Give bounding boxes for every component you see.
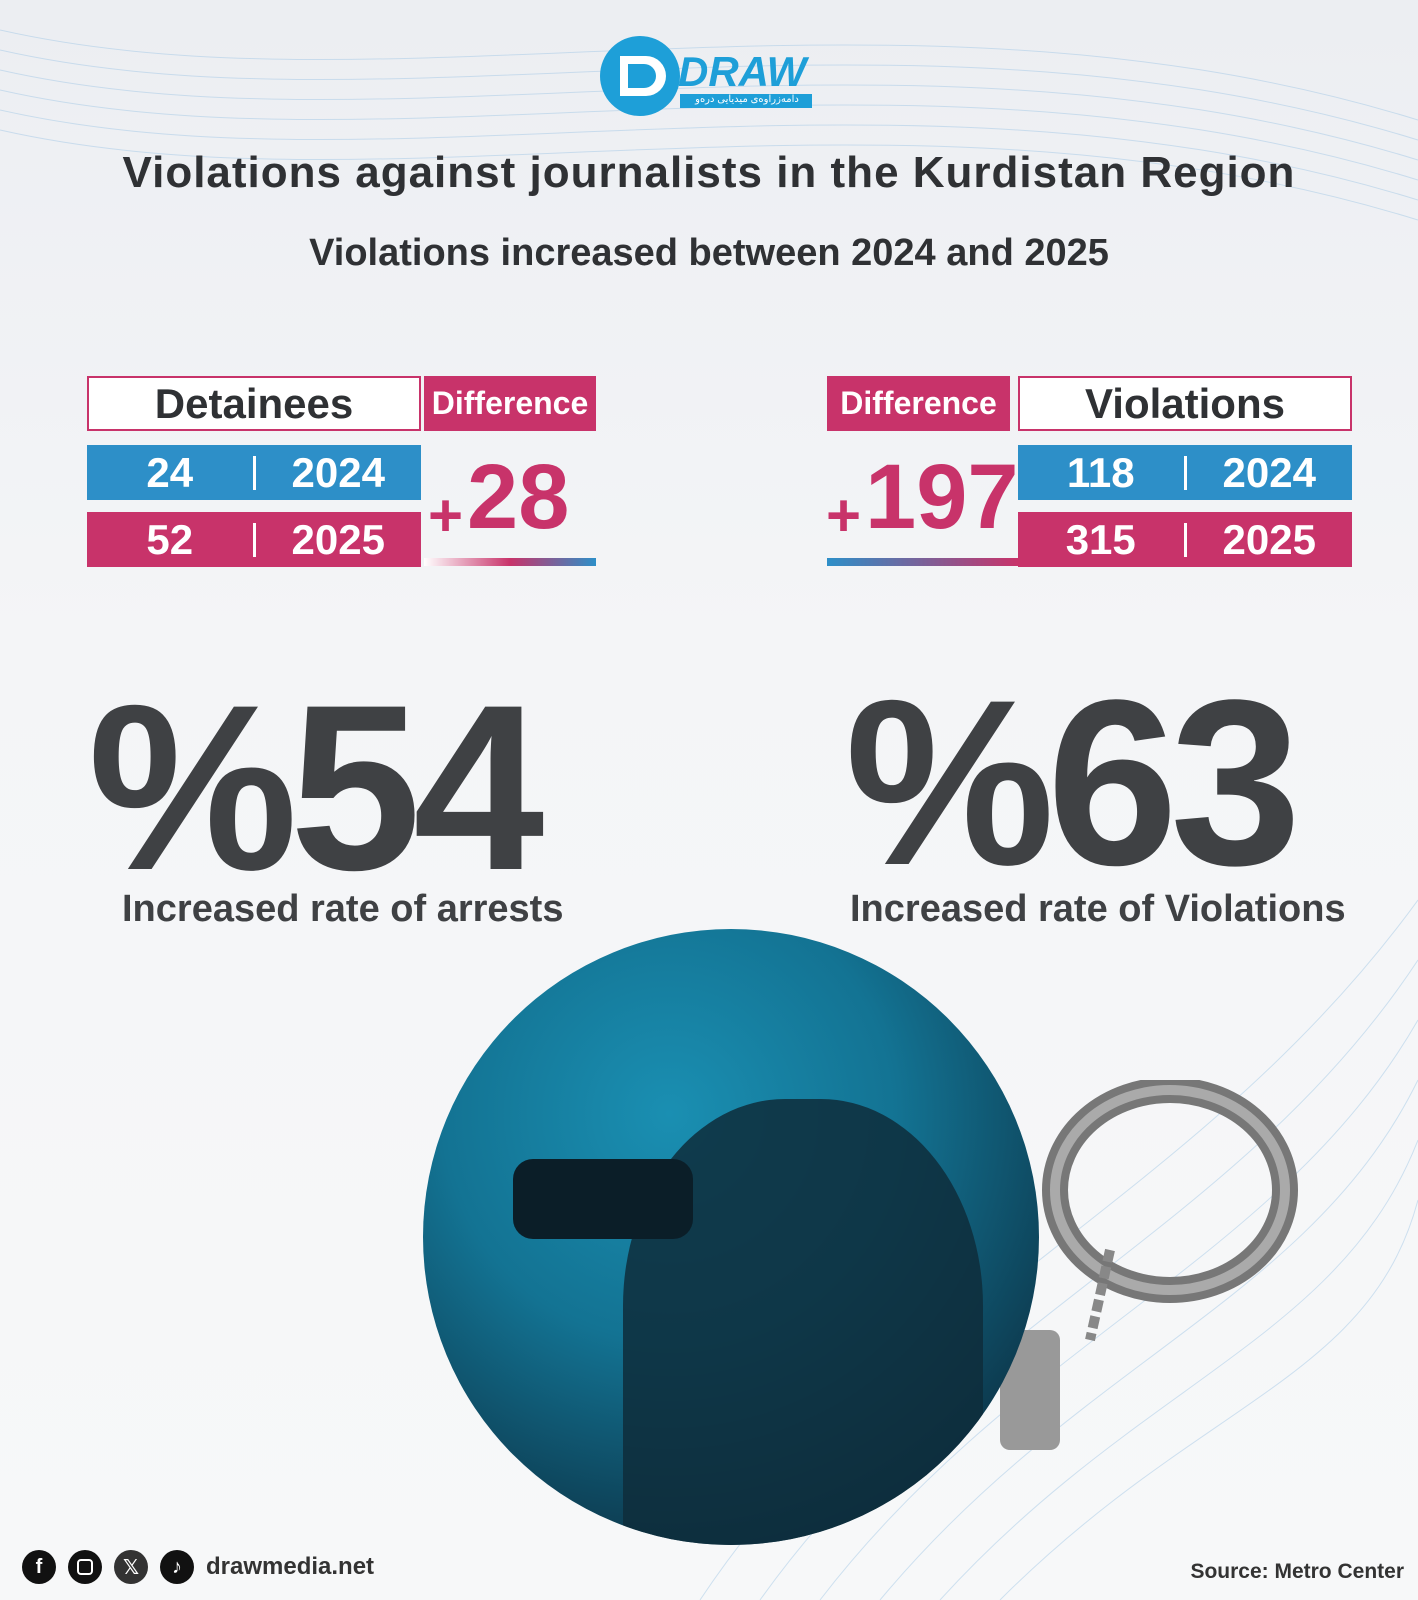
draw-logo-icon — [600, 36, 812, 116]
tiktok-icon[interactable]: ♪ — [160, 1550, 194, 1584]
detainees-header: Detainees — [87, 376, 421, 431]
logo-text: DRAW — [678, 48, 807, 95]
arrests-percent: %54 — [88, 656, 544, 920]
violations-2024-year: 2024 — [1222, 448, 1316, 496]
detainees-difference-label: Difference — [424, 376, 596, 431]
detainees-row-2024: 24 2024 — [87, 445, 421, 500]
page-subtitle: Violations increased between 2024 and 20… — [309, 232, 1109, 274]
violations-row-2024: 118 2024 — [1018, 445, 1352, 500]
detainees-underline — [424, 558, 596, 566]
handcuffs-image — [1000, 1080, 1298, 1450]
detainees-row-2025: 52 2025 — [87, 512, 421, 567]
violations-difference: +197 — [826, 446, 1019, 550]
violations-2024-value: 118 — [1066, 448, 1135, 496]
facebook-icon[interactable]: f — [22, 1550, 56, 1584]
page-title: Violations against journalists in the Ku… — [122, 148, 1296, 197]
violations-header: Violations — [1018, 376, 1352, 431]
detainees-2024-value: 24 — [146, 448, 194, 496]
arrests-caption: Increased rate of arrests — [122, 888, 564, 930]
detainees-2025-year: 2025 — [291, 515, 385, 563]
violations-caption: Increased rate of Violations — [850, 888, 1346, 930]
plus-sign: + — [826, 482, 862, 549]
website-link[interactable]: drawmedia.net — [206, 1553, 375, 1580]
violations-2025-year: 2025 — [1222, 515, 1316, 563]
journalist-photo — [423, 929, 1039, 1545]
detainees-difference-value: 28 — [467, 446, 570, 548]
violations-difference-value: 197 — [865, 446, 1019, 548]
violations-row-2025: 315 2025 — [1018, 512, 1352, 567]
camera-shape — [513, 1159, 693, 1239]
violations-percent: %63 — [845, 651, 1301, 915]
violations-2025-value: 315 — [1065, 515, 1136, 563]
instagram-icon[interactable] — [68, 1550, 102, 1584]
source-text: Source: Metro Center — [1190, 1560, 1404, 1583]
x-icon[interactable]: 𝕏 — [114, 1550, 148, 1584]
logo: DRAW دامەزراوەی میدیایی درەو — [598, 34, 820, 118]
logo-subtitle: دامەزراوەی میدیایی درەو — [695, 94, 799, 105]
plus-sign: + — [428, 482, 464, 549]
violations-underline — [827, 558, 1018, 566]
violations-difference-label: Difference — [827, 376, 1010, 431]
detainees-2025-value: 52 — [146, 515, 194, 563]
social-icons: f 𝕏 ♪ drawmedia.net — [22, 1550, 374, 1584]
detainees-difference: +28 — [428, 446, 569, 550]
detainees-2024-year: 2024 — [291, 448, 385, 496]
